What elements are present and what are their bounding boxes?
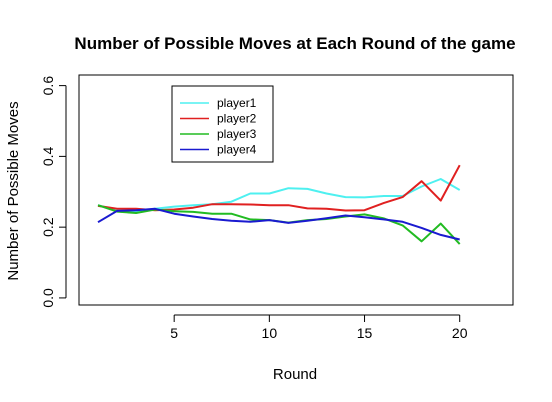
x-tick-label: 15 [357, 325, 373, 341]
y-axis: 0.0 0.2 0.4 0.6 [40, 76, 67, 308]
series-line-player1 [97, 178, 461, 213]
x-tick-label: 10 [262, 325, 278, 341]
y-tick-label: 0.6 [40, 76, 56, 96]
x-axis: 5 10 15 20 [170, 314, 468, 341]
series-line-player4 [97, 207, 460, 241]
series-line-player3 [97, 204, 461, 245]
legend-label-player4: player4 [217, 143, 257, 157]
legend-label-player2: player2 [217, 112, 257, 126]
x-tick-label: 5 [170, 325, 178, 341]
plot-frame [78, 74, 514, 306]
x-tick-label: 20 [452, 325, 468, 341]
legend-label-player1: player1 [217, 96, 257, 110]
series-lines [97, 164, 461, 245]
y-tick-label: 0.4 [40, 146, 56, 166]
y-tick-label: 0.0 [40, 288, 56, 308]
series-line-player2 [97, 164, 461, 212]
chart-title: Number of Possible Moves at Each Round o… [74, 34, 515, 53]
y-tick-label: 0.2 [40, 217, 56, 237]
legend-label-player3: player3 [217, 127, 257, 141]
y-axis-label: Number of Possible Moves [5, 101, 22, 280]
x-axis-label: Round [273, 366, 317, 383]
